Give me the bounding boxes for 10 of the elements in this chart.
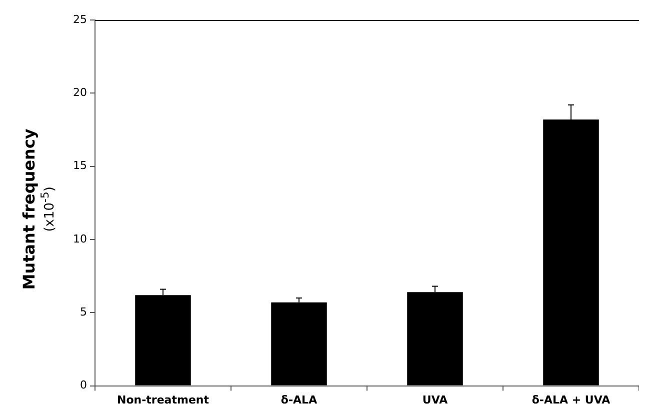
y-tick-label: 25 bbox=[72, 12, 87, 26]
y-tick-label: 5 bbox=[80, 306, 87, 318]
x-tick-label: Non-treatment bbox=[116, 393, 209, 406]
y-tick-label: 20 bbox=[72, 86, 87, 100]
x-tick-label: UVA bbox=[422, 393, 448, 406]
x-tick-label: δ-ALA + UVA bbox=[532, 393, 611, 406]
y-tick-label: 0 bbox=[80, 378, 87, 392]
x-tick-label: δ-ALA bbox=[280, 393, 318, 406]
y-tick-label: 15 bbox=[72, 159, 87, 172]
y-tick-label: 10 bbox=[72, 232, 87, 246]
